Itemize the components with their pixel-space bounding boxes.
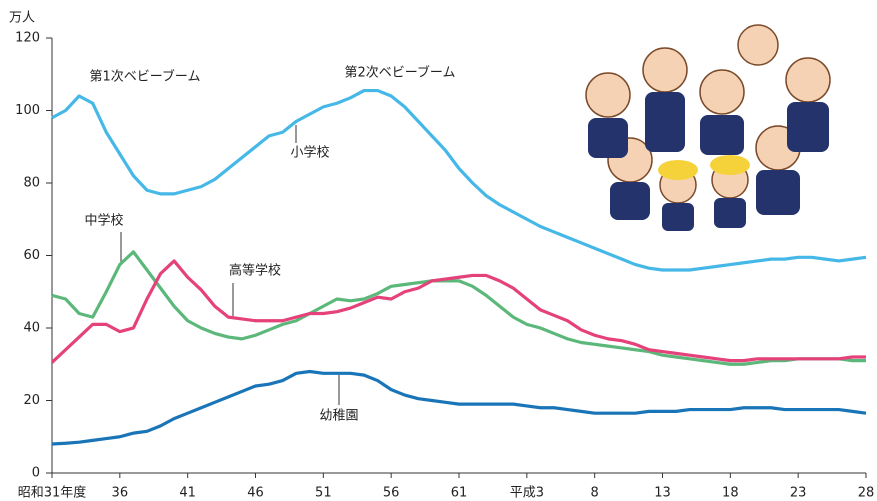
- series-label: 小学校: [290, 145, 329, 161]
- x-tick-label: 18: [722, 486, 739, 501]
- series-line: [52, 252, 866, 364]
- y-axis-unit: 万人: [9, 11, 35, 26]
- y-tick-label: 40: [23, 321, 40, 336]
- y-tick-label: 80: [23, 176, 40, 191]
- series-label: 中学校: [84, 213, 123, 229]
- x-tick-label: 8: [591, 486, 599, 501]
- x-tick-label: 46: [247, 486, 264, 501]
- x-tick-label: 51: [315, 486, 332, 501]
- x-tick-label: 61: [451, 486, 468, 501]
- y-tick-label: 120: [15, 31, 40, 46]
- x-tick-label: 13: [654, 486, 671, 501]
- illustration: [586, 25, 830, 231]
- x-tick-label: 41: [179, 486, 196, 501]
- x-tick-label: 昭和31年度: [18, 485, 87, 501]
- series-label: 幼稚園: [319, 409, 358, 424]
- series-line: [52, 261, 866, 363]
- annotation: 第1次ベビーブーム: [89, 69, 200, 85]
- series-label: 高等学校: [229, 263, 281, 279]
- annotation: 第2次ベビーブーム: [344, 65, 455, 81]
- x-tick-label: 36: [112, 486, 129, 501]
- x-tick-label: 平成3: [510, 486, 544, 501]
- y-tick-label: 20: [23, 393, 40, 408]
- series-line: [52, 372, 866, 445]
- x-tick-label: 23: [790, 486, 807, 501]
- x-tick-label: 28: [858, 486, 875, 501]
- y-tick-label: 60: [23, 248, 40, 263]
- x-tick-label: 56: [383, 486, 400, 501]
- y-tick-label: 0: [32, 466, 40, 481]
- chart: 万人 第1次ベビーブーム 第2次ベビーブーム 0 20 40 60 80 100 120 昭和…: [0, 0, 877, 501]
- y-tick-label: 100: [15, 103, 40, 118]
